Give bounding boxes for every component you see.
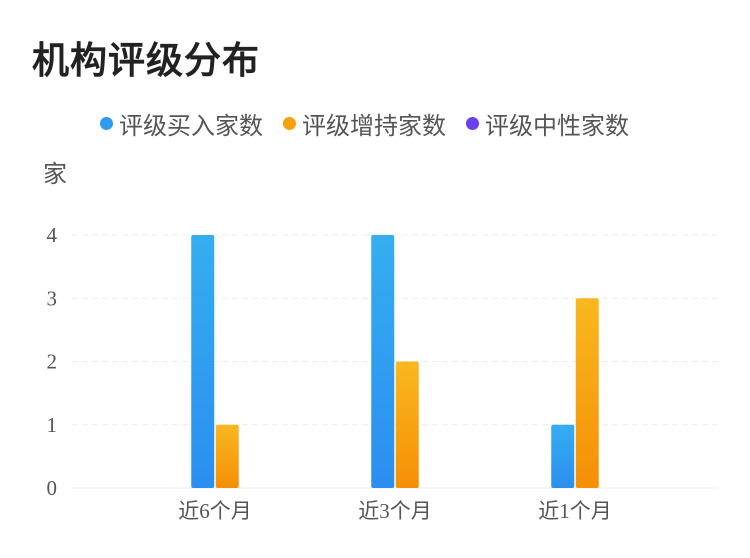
bar-overweight[interactable] (215, 424, 239, 488)
bar-buy[interactable] (371, 235, 395, 488)
bar-buy[interactable] (551, 424, 575, 488)
legend-item-neutral[interactable]: 评级中性家数 (466, 106, 629, 141)
x-category-label: 近6个月 (178, 499, 252, 523)
legend-dot-icon (283, 117, 296, 130)
y-tick-label: 2 (47, 350, 58, 374)
legend-label: 评级增持家数 (302, 112, 446, 140)
y-tick-label: 3 (47, 286, 58, 310)
legend-item-buy[interactable]: 评级买入家数 (100, 106, 263, 141)
y-tick-label: 0 (47, 476, 58, 500)
legend-label: 评级中性家数 (485, 112, 629, 140)
legend-item-overweight[interactable]: 评级增持家数 (283, 106, 446, 141)
y-axis-unit-label: 家 (43, 160, 67, 188)
legend-dot-icon (100, 117, 113, 130)
legend-label: 评级买入家数 (119, 112, 263, 140)
bar-overweight[interactable] (395, 361, 419, 489)
bar-buy[interactable] (191, 235, 215, 488)
x-category-label: 近3个月 (358, 499, 432, 523)
x-category-label: 近1个月 (538, 499, 612, 523)
chart-title: 机构评级分布 (32, 39, 260, 82)
bar-overweight[interactable] (575, 298, 599, 488)
y-tick-label: 4 (47, 223, 58, 247)
legend-dot-icon (466, 117, 479, 130)
chart-legend: 评级买入家数 评级增持家数 评级中性家数 (100, 106, 629, 141)
y-tick-label: 1 (47, 413, 58, 437)
